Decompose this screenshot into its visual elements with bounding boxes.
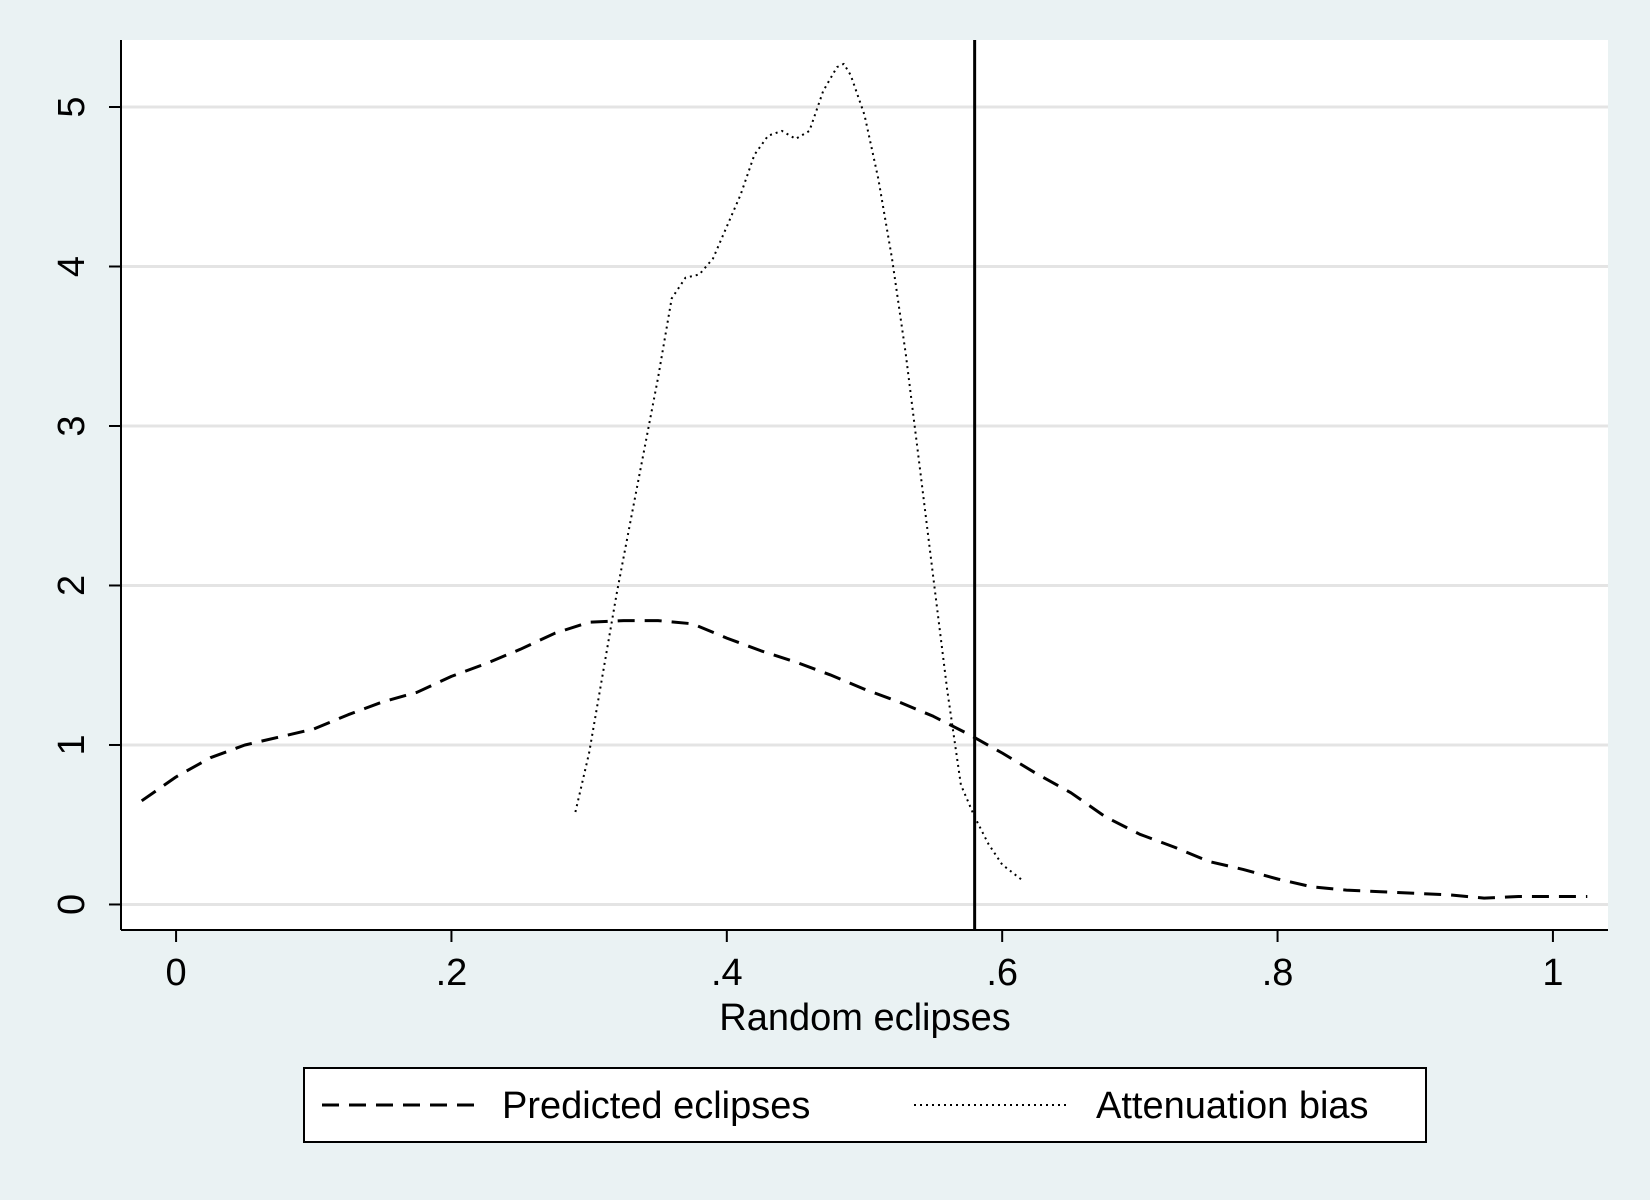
x-tick-label-2: .4	[711, 952, 743, 994]
y-ticks: 0 1 2 3 4 5	[51, 96, 121, 915]
x-tick-label-1: .2	[436, 952, 468, 994]
x-tick-label-4: .8	[1262, 952, 1294, 994]
series-line-predicted-eclipses	[140, 619, 1588, 900]
x-tick-label-5: 1	[1542, 952, 1563, 994]
x-ticks: 0 .2 .4 .6 .8 1	[166, 930, 1563, 994]
y-tick-label-1: 1	[51, 734, 93, 755]
y-tick-label-2: 2	[51, 575, 93, 596]
plot-area	[121, 40, 1608, 930]
gridlines	[122, 105, 1608, 906]
legend-label-attenuation-bias: Attenuation bias	[1096, 1085, 1369, 1127]
legend-box	[303, 1067, 1427, 1143]
legend: Predicted eclipses Attenuation bias	[303, 1067, 1427, 1143]
y-tick-label-3: 3	[51, 415, 93, 436]
x-tick-label-3: .6	[986, 952, 1018, 994]
legend-label-predicted-eclipses: Predicted eclipses	[502, 1085, 810, 1127]
series-line-attenuation-bias	[574, 62, 1024, 882]
x-tick-label-0: 0	[166, 952, 187, 994]
axes	[120, 40, 1608, 931]
y-tick-label-5: 5	[51, 96, 93, 117]
series-layer	[140, 62, 1588, 900]
y-tick-label-4: 4	[51, 256, 93, 277]
y-tick-label-0: 0	[51, 894, 93, 915]
x-axis-title: Random eclipses	[719, 997, 1010, 1039]
